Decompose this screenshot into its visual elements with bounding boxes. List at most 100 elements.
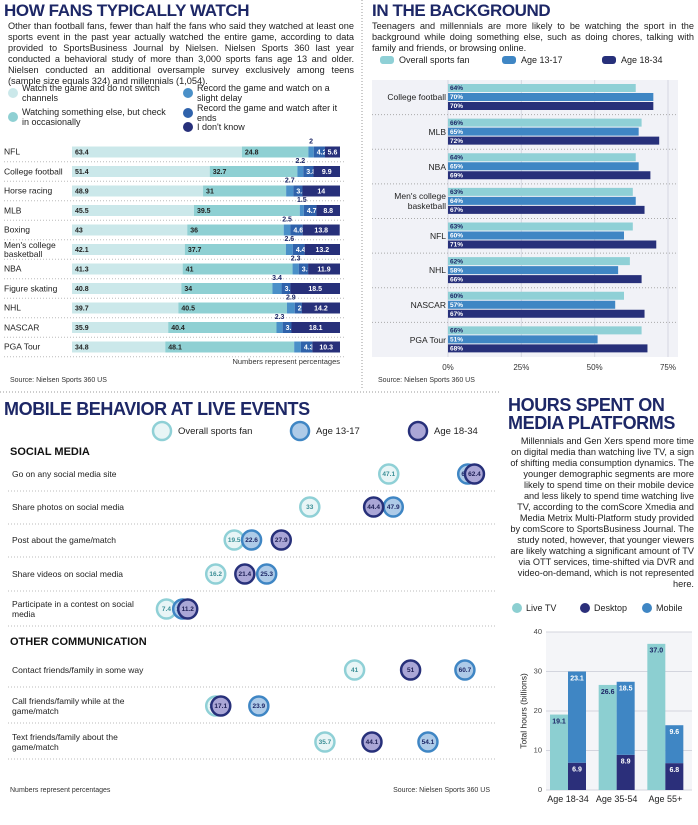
source: Source: Nielsen Sports 360 US — [378, 377, 475, 384]
bar-segment — [290, 283, 340, 294]
bar — [550, 714, 568, 790]
value-label: 2.3 — [275, 314, 285, 321]
value-label: 2.6 — [284, 236, 294, 243]
category-label: Call friends/family while at the game/ma… — [12, 696, 125, 716]
bar-segment — [299, 205, 304, 216]
value-label: 18.5 — [308, 286, 322, 293]
bar — [448, 118, 642, 127]
value-label: 68% — [450, 346, 463, 353]
dot — [255, 563, 278, 585]
value-label: 3.4 — [296, 188, 306, 195]
value-label: 63% — [450, 189, 463, 196]
bar-segment — [298, 263, 309, 275]
legend-swatch — [183, 108, 193, 118]
bar — [448, 162, 639, 171]
bar-segment — [292, 244, 305, 255]
legend-label: Age 18-34 — [434, 426, 478, 437]
bar-segment — [294, 341, 301, 353]
bar-segment — [324, 146, 340, 158]
bar-segment — [72, 146, 242, 158]
value-label: 36 — [190, 227, 198, 234]
value-label: 34.8 — [75, 344, 89, 351]
bar — [448, 93, 654, 101]
value-label: 9.6 — [669, 729, 679, 736]
value-label: 37.7 — [188, 247, 202, 254]
value-label: 2.2 — [295, 158, 305, 165]
legend-swatch — [407, 420, 429, 442]
category-label: Share photos on social media — [12, 502, 124, 512]
legend-label: I don't know — [197, 122, 245, 132]
bar-segment — [187, 224, 284, 236]
bar — [448, 291, 624, 300]
value-label: 66% — [450, 120, 463, 127]
category-label: NFL — [429, 230, 446, 241]
dot — [314, 731, 336, 753]
value-label: 13.8 — [314, 227, 328, 234]
legend-swatch — [502, 56, 516, 64]
y-tick-label: 0 — [538, 785, 542, 794]
legend-label: Desktop — [594, 603, 627, 613]
category-label: Horse racing — [4, 185, 53, 196]
dot — [270, 529, 292, 551]
dot — [454, 659, 476, 681]
value-label: 47.1 — [382, 471, 395, 478]
bar-segment — [165, 341, 295, 353]
category-label: Figure skating — [4, 283, 58, 293]
legend-swatch — [580, 603, 590, 613]
legend-label: Age 18-34 — [621, 55, 663, 65]
value-label: 45.5 — [75, 208, 89, 215]
bar-segment — [301, 302, 340, 314]
legend-label: Live TV — [526, 603, 556, 613]
legend-swatch — [183, 88, 193, 98]
value-label: 60% — [450, 233, 463, 240]
bar-segment — [193, 205, 300, 216]
value-label: 39.5 — [197, 208, 211, 215]
value-label: 72% — [450, 138, 463, 145]
legend-swatch — [183, 122, 193, 132]
bar-segment — [182, 263, 293, 275]
dot — [204, 563, 227, 585]
bar-segment — [272, 283, 282, 294]
bar-segment — [286, 185, 294, 197]
bar-segment — [312, 341, 340, 353]
bar — [448, 127, 639, 136]
value-label: 40.4 — [171, 325, 185, 332]
legend-label: Age 13-17 — [521, 55, 563, 65]
value-label: 5.6 — [328, 149, 338, 156]
value-label: 65% — [450, 129, 463, 136]
value-label: 19.5 — [228, 537, 241, 544]
legend-label: Record the game and watch after it ends — [197, 103, 338, 123]
value-label: 33 — [306, 504, 314, 511]
value-label: 24.8 — [245, 149, 259, 156]
value-label: 37.0 — [650, 648, 664, 655]
category-label: NASCAR — [410, 300, 446, 311]
legend-swatch — [512, 603, 522, 613]
bar-segment — [568, 762, 586, 790]
note: Numbers represent percentages — [10, 787, 111, 794]
bar — [448, 309, 645, 318]
section-title: SOCIAL MEDIA — [10, 446, 90, 458]
bar-segment — [308, 263, 340, 275]
category-label: NFL — [4, 146, 21, 157]
bar-segment — [297, 166, 304, 177]
bar-segment — [291, 322, 340, 333]
bar-segment — [283, 224, 291, 236]
dot — [399, 659, 422, 681]
bar-segment — [304, 244, 340, 255]
category-label: Participate in a contest on social media — [12, 599, 134, 619]
bar — [448, 257, 630, 266]
bar-segment — [308, 146, 314, 158]
bar-segment — [303, 166, 314, 177]
value-label: 35.7 — [319, 739, 332, 746]
y-tick-label: 30 — [534, 666, 542, 675]
dot — [176, 598, 199, 620]
value-label: 41 — [186, 266, 194, 273]
bar-segment — [286, 302, 295, 314]
dot — [240, 529, 263, 551]
y-tick-label: 20 — [534, 706, 542, 715]
category-label: MLB — [428, 126, 446, 137]
legend-label: Watch the game and do not switch channel… — [22, 83, 160, 103]
value-label: 4.3 — [304, 344, 314, 351]
bar-segment — [203, 185, 287, 197]
